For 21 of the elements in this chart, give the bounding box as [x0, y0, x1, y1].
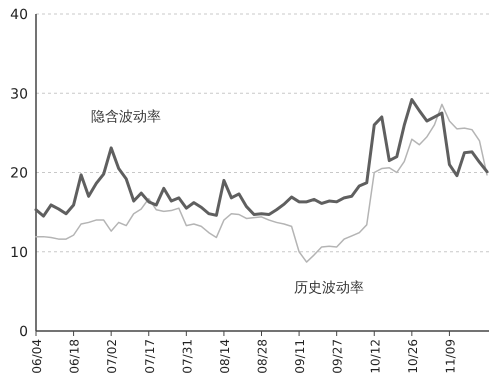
x-tick-label: 08/14 [218, 339, 232, 374]
y-tick-label: 40 [10, 7, 28, 23]
x-tick-label: 10/12 [368, 339, 382, 374]
x-tick-label: 09/11 [293, 339, 308, 374]
y-tick-label: 30 [10, 86, 28, 102]
y-tick-label: 20 [10, 166, 28, 182]
x-tick-label: 06/18 [68, 339, 82, 374]
series-label: 历史波动率 [294, 280, 364, 296]
text: 隐含波动率 [91, 108, 162, 125]
x-tick-label: 06/04 [30, 339, 44, 374]
y-tick-label: 0 [19, 324, 28, 340]
x-tick-label: 07/17 [142, 339, 157, 374]
x-tick-label: 07/02 [105, 339, 120, 374]
line-series [35, 104, 488, 263]
line-series [34, 98, 488, 218]
y-tick-label: 10 [10, 244, 28, 261]
x-tick-label: 08/28 [256, 339, 270, 374]
x-tick-label: 11/09 [443, 339, 458, 374]
x-tick-label: 07/31 [180, 339, 194, 374]
x-tick-label: 09/27 [330, 339, 345, 374]
x-tick-label: 10/26 [406, 339, 420, 374]
